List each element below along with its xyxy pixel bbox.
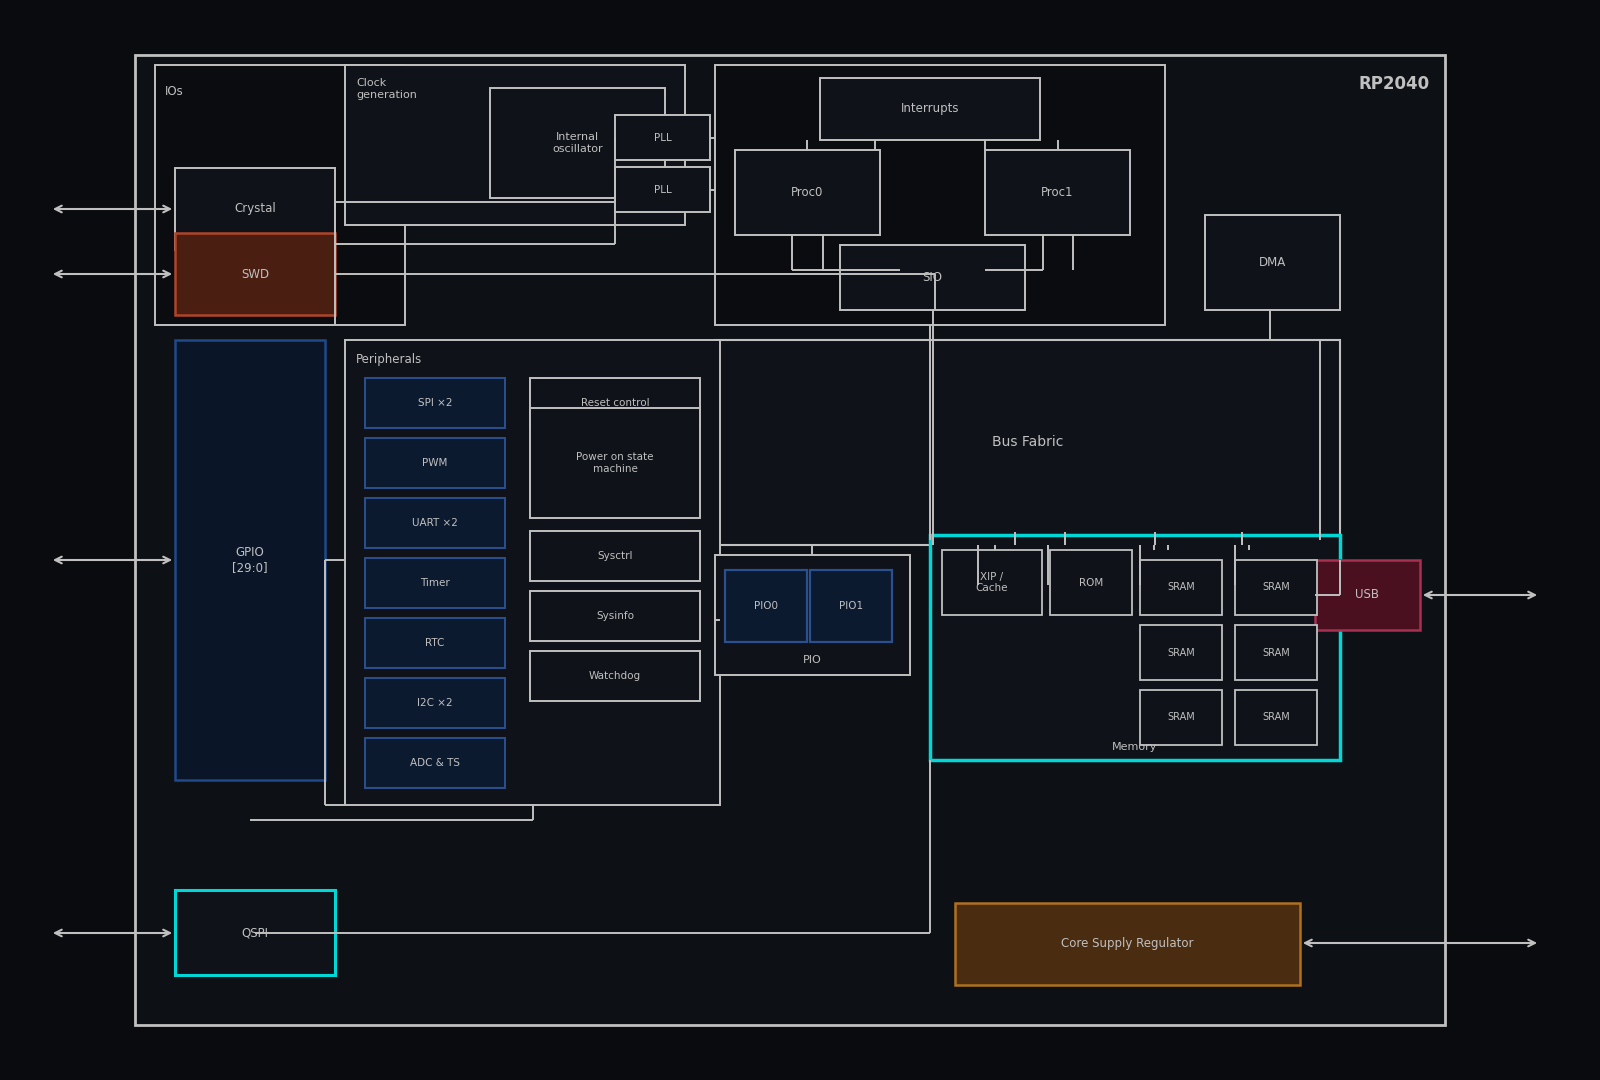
Bar: [715, 340, 1341, 545]
Text: SRAM: SRAM: [1262, 582, 1290, 593]
Bar: [174, 168, 334, 249]
Bar: [819, 78, 1040, 140]
Bar: [986, 150, 1130, 235]
Bar: [1050, 550, 1133, 615]
Text: Memory: Memory: [1112, 742, 1158, 752]
Bar: [715, 555, 910, 675]
Text: ADC & TS: ADC & TS: [410, 758, 461, 768]
Bar: [346, 340, 720, 805]
Text: SPI ×2: SPI ×2: [418, 399, 453, 408]
Bar: [530, 378, 701, 428]
Text: XIP /
Cache: XIP / Cache: [976, 571, 1008, 593]
Bar: [614, 114, 710, 160]
Bar: [942, 550, 1042, 615]
Text: Sysctrl: Sysctrl: [597, 551, 632, 561]
Text: USB: USB: [1355, 589, 1379, 602]
Text: Interrupts: Interrupts: [901, 103, 960, 116]
Text: PLL: PLL: [654, 185, 672, 194]
Bar: [530, 591, 701, 642]
Text: SRAM: SRAM: [1166, 713, 1195, 723]
Bar: [1139, 561, 1222, 615]
Text: GPIO
[29:0]: GPIO [29:0]: [232, 546, 267, 573]
Text: PIO1: PIO1: [838, 600, 862, 611]
Text: Watchdog: Watchdog: [589, 671, 642, 681]
Bar: [365, 438, 506, 488]
Bar: [530, 531, 701, 581]
Bar: [346, 65, 685, 225]
Text: IOs: IOs: [165, 85, 184, 98]
Bar: [365, 558, 506, 608]
Text: Reset control: Reset control: [581, 399, 650, 408]
Text: SRAM: SRAM: [1166, 648, 1195, 658]
Bar: [365, 738, 506, 788]
Bar: [174, 890, 334, 975]
Text: SRAM: SRAM: [1166, 582, 1195, 593]
Text: Proc1: Proc1: [1042, 186, 1074, 199]
Text: RTC: RTC: [426, 638, 445, 648]
Bar: [1235, 561, 1317, 615]
Bar: [174, 340, 325, 780]
Bar: [715, 65, 1165, 325]
Bar: [810, 570, 893, 642]
Bar: [930, 535, 1341, 760]
Text: RP2040: RP2040: [1358, 75, 1430, 93]
Bar: [725, 570, 806, 642]
Bar: [1139, 690, 1222, 745]
Bar: [490, 87, 666, 198]
Bar: [365, 678, 506, 728]
Text: Timer: Timer: [421, 578, 450, 588]
Bar: [365, 378, 506, 428]
Bar: [1205, 215, 1341, 310]
Text: SRAM: SRAM: [1262, 648, 1290, 658]
Text: I2C ×2: I2C ×2: [418, 698, 453, 708]
Bar: [1235, 625, 1317, 680]
Bar: [365, 618, 506, 669]
Text: Clock
generation: Clock generation: [355, 78, 418, 99]
Text: PLL: PLL: [654, 133, 672, 143]
Bar: [530, 651, 701, 701]
Text: Core Supply Regulator: Core Supply Regulator: [1061, 937, 1194, 950]
Bar: [134, 55, 1445, 1025]
Bar: [614, 167, 710, 212]
Text: QSPI: QSPI: [242, 926, 269, 939]
Text: Bus Fabric: Bus Fabric: [992, 435, 1062, 449]
Text: Peripherals: Peripherals: [355, 353, 422, 366]
Text: Power on state
machine: Power on state machine: [576, 453, 654, 474]
Bar: [1315, 561, 1421, 630]
Text: ROM: ROM: [1078, 578, 1102, 588]
Text: Sysinfo: Sysinfo: [595, 611, 634, 621]
Bar: [155, 65, 405, 325]
Text: PIO0: PIO0: [754, 600, 778, 611]
Bar: [840, 245, 1026, 310]
Text: Crystal: Crystal: [234, 202, 275, 216]
Text: SWD: SWD: [242, 268, 269, 281]
Text: SRAM: SRAM: [1262, 713, 1290, 723]
Text: Internal
oscillator: Internal oscillator: [552, 132, 603, 153]
Text: PIO: PIO: [803, 654, 821, 665]
Bar: [955, 903, 1299, 985]
Bar: [734, 150, 880, 235]
Bar: [365, 498, 506, 548]
Bar: [174, 233, 334, 315]
Text: UART ×2: UART ×2: [413, 518, 458, 528]
Text: PWM: PWM: [422, 458, 448, 468]
Bar: [1235, 690, 1317, 745]
Text: SIO: SIO: [923, 271, 942, 284]
Text: Proc0: Proc0: [792, 186, 824, 199]
Bar: [1139, 625, 1222, 680]
Text: DMA: DMA: [1259, 256, 1286, 269]
Bar: [530, 408, 701, 518]
